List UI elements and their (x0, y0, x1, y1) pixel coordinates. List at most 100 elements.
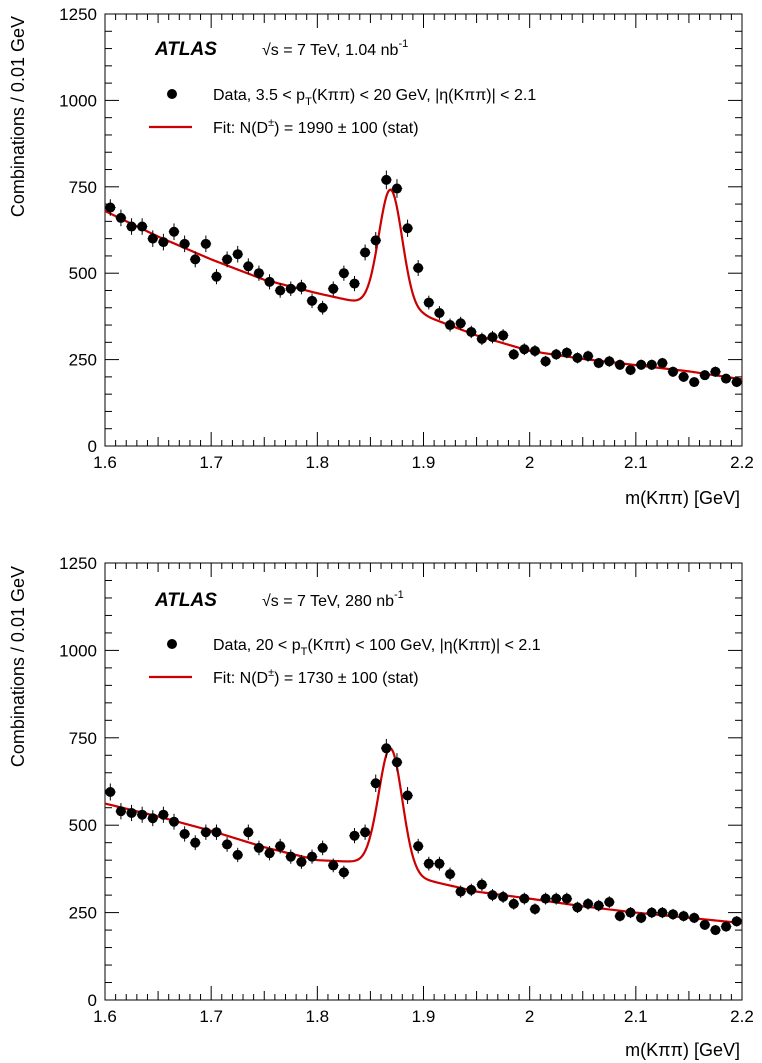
data-marker (307, 296, 317, 306)
data-marker (583, 899, 593, 909)
data-point (625, 907, 636, 918)
data-marker (498, 330, 508, 340)
data-marker (551, 894, 561, 904)
data-point (572, 352, 583, 363)
data-marker (657, 908, 667, 918)
data-marker (127, 808, 137, 818)
data-marker (371, 235, 381, 245)
data-point (487, 889, 498, 901)
data-marker (307, 852, 317, 862)
y-tick-label: 1250 (59, 5, 97, 24)
data-marker (413, 263, 423, 273)
x-tick-label: 2.1 (624, 453, 648, 472)
legend-fit-label: Fit: N(D±) = 1730 ± 100 (stat) (213, 667, 419, 687)
data-marker (275, 285, 285, 295)
data-point (179, 826, 190, 841)
data-point (689, 377, 700, 387)
data-marker (392, 184, 402, 194)
y-tick-label: 0 (88, 991, 97, 1010)
data-marker (636, 360, 646, 370)
data-marker (403, 223, 413, 233)
data-point (710, 925, 721, 935)
data-marker (689, 377, 699, 387)
data-marker (116, 806, 126, 816)
top-panel: 1.6 1.7 1.8 1.9 2 2.1 2.2025050075010001250 m(… (8, 5, 754, 508)
data-point (540, 893, 551, 905)
x-tick-label: 2.2 (730, 1007, 754, 1026)
data-marker (551, 349, 561, 359)
data-marker (180, 239, 190, 249)
data-point (657, 358, 668, 368)
data-marker (466, 327, 476, 337)
data-marker (127, 222, 137, 232)
data-marker (158, 237, 168, 247)
data-marker (318, 843, 328, 853)
data-points (105, 739, 742, 935)
data-point (126, 805, 137, 821)
data-marker (572, 353, 582, 363)
axis-ticks (105, 14, 742, 446)
data-point (625, 365, 636, 375)
legend-fit-text: Fit: N(D (213, 120, 268, 137)
data-marker (530, 346, 540, 356)
data-point (721, 922, 732, 932)
data-point (307, 850, 318, 864)
data-marker (562, 348, 572, 358)
data-marker (498, 892, 508, 902)
data-marker (371, 778, 381, 788)
data-point (105, 199, 116, 216)
data-point (498, 891, 509, 903)
data-marker (679, 911, 689, 921)
data-marker (211, 827, 221, 837)
y-tick-label: 0 (88, 437, 97, 456)
data-marker (477, 880, 487, 890)
data-marker (541, 894, 551, 904)
data-marker (615, 360, 625, 370)
data-point (434, 857, 445, 871)
data-marker (148, 813, 158, 823)
data-point (126, 218, 137, 235)
bottom-panel: 1.6 1.7 1.8 1.9 2 2.1 2.2025050075010001250 m(… (8, 554, 754, 1060)
data-marker (509, 899, 519, 909)
data-point (721, 374, 732, 384)
data-marker (180, 829, 190, 839)
data-marker (732, 916, 742, 926)
data-marker (360, 827, 370, 837)
data-point (540, 356, 551, 367)
data-point (201, 825, 212, 840)
data-marker (392, 757, 402, 767)
data-point (445, 318, 456, 331)
energy-sup: -1 (394, 589, 404, 601)
data-point (477, 333, 488, 345)
legend-data-rest: (Kππ) < 20 GeV, |η(Kππ)| < 2.1 (312, 87, 537, 104)
data-point (700, 370, 711, 380)
data-marker (604, 356, 614, 366)
y-tick-label: 1000 (59, 641, 97, 660)
data-point (445, 868, 456, 881)
data-point (137, 807, 148, 823)
data-marker (445, 869, 455, 879)
data-point (116, 210, 127, 227)
data-marker (657, 358, 667, 368)
data-marker (222, 839, 232, 849)
data-point (466, 884, 477, 896)
data-point (381, 739, 392, 758)
data-marker (116, 213, 126, 223)
data-marker (222, 254, 232, 264)
data-point (360, 245, 371, 261)
data-marker (679, 372, 689, 382)
fit-curve (105, 190, 742, 380)
data-marker (296, 282, 306, 292)
x-tick-label: 1.7 (199, 1007, 223, 1026)
data-point (222, 837, 233, 852)
data-marker (265, 848, 275, 858)
data-point (317, 301, 328, 315)
x-tick-label: 2 (525, 1007, 534, 1026)
data-point (498, 329, 509, 341)
data-marker (201, 827, 211, 837)
data-marker (381, 743, 391, 753)
data-marker (530, 904, 540, 914)
data-marker (265, 277, 275, 287)
data-marker (413, 841, 423, 851)
